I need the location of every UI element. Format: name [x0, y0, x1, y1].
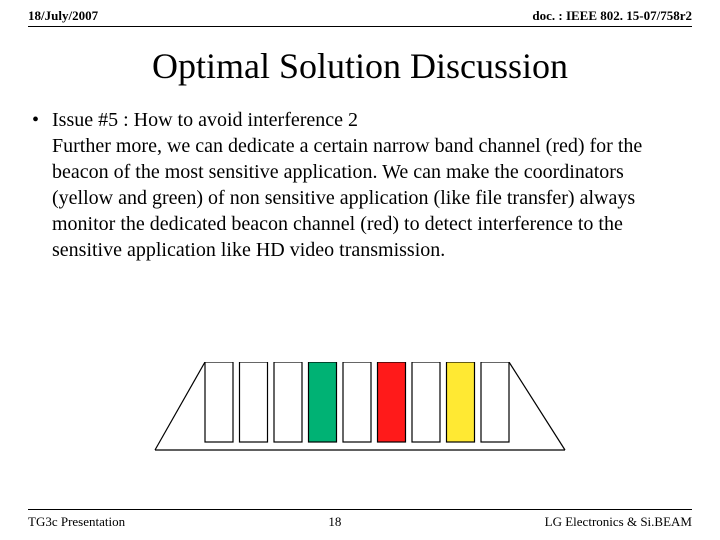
footer-page: 18: [328, 514, 341, 530]
slope-right: [509, 362, 565, 450]
channel-6: [412, 362, 440, 442]
channel-2: [274, 362, 302, 442]
bullet-mark: •: [32, 107, 52, 263]
channel-1: [240, 362, 268, 442]
header-date: 18/July/2007: [28, 8, 98, 24]
channel-7: [447, 362, 475, 442]
body-text: • Issue #5 : How to avoid interference 2…: [0, 107, 720, 263]
channel-5: [378, 362, 406, 442]
header-rule: [28, 26, 692, 27]
footer-left: TG3c Presentation: [28, 514, 125, 530]
bullet-body: Further more, we can dedicate a certain …: [52, 133, 688, 263]
footer-rule: [28, 509, 692, 510]
footer-right: LG Electronics & Si.BEAM: [545, 514, 692, 530]
slope-left: [155, 362, 205, 450]
channel-8: [481, 362, 509, 442]
channel-3: [309, 362, 337, 442]
header-doc-ref: doc. : IEEE 802. 15-07/758r2: [532, 8, 692, 24]
page-title: Optimal Solution Discussion: [0, 45, 720, 87]
channel-4: [343, 362, 371, 442]
channel-0: [205, 362, 233, 442]
bullet-heading: Issue #5 : How to avoid interference 2: [52, 107, 688, 133]
spectrum-diagram: [145, 362, 575, 460]
